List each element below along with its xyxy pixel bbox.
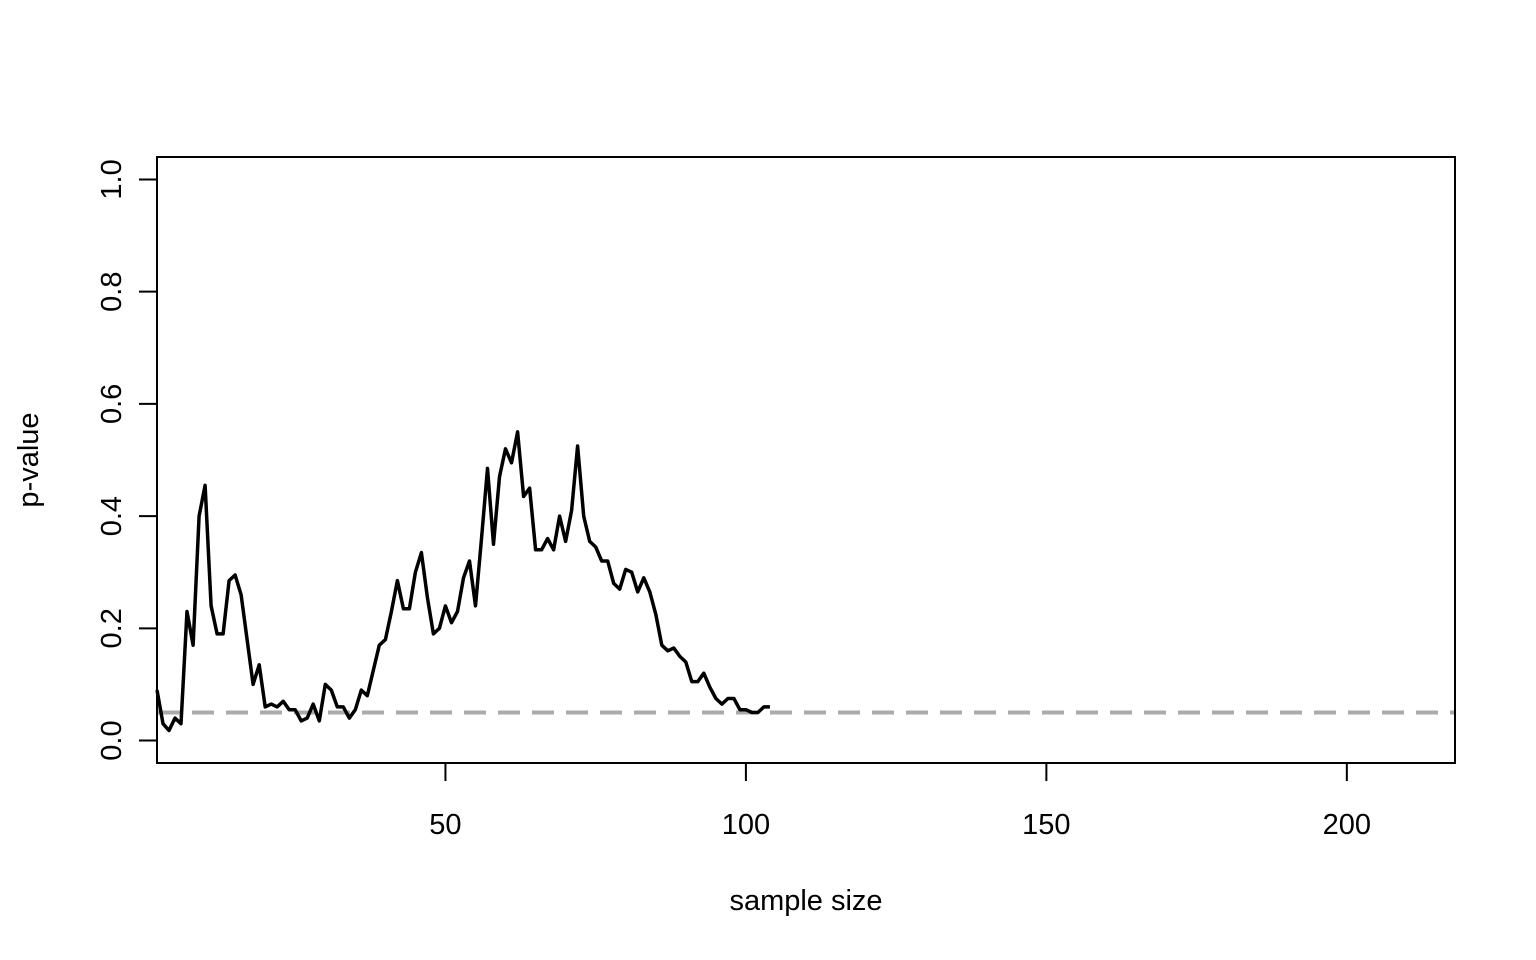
y-tick-label-1.0: 1.0 — [96, 159, 128, 199]
y-axis-title: p-value — [13, 412, 45, 507]
axes: 50 100 150 200 0.0 0.2 0.4 0.6 0.8 1.0 — [96, 159, 1371, 841]
x-tick-label-100: 100 — [722, 809, 770, 841]
y-tick-label-0.2: 0.2 — [96, 608, 128, 648]
y-tick-label-0.0: 0.0 — [96, 720, 128, 760]
data-points — [156, 431, 771, 731]
x-tick-label-150: 150 — [1022, 809, 1070, 841]
y-tick-label-0.6: 0.6 — [96, 384, 128, 424]
p-value-series-line — [155, 430, 770, 733]
y-tick-label-0.8: 0.8 — [96, 272, 128, 312]
x-tick-label-50: 50 — [429, 809, 461, 841]
x-axis-title: sample size — [729, 885, 882, 917]
x-tick-label-200: 200 — [1323, 809, 1371, 841]
plot-frame — [156, 156, 1456, 764]
y-tick-label-0.4: 0.4 — [96, 496, 128, 536]
